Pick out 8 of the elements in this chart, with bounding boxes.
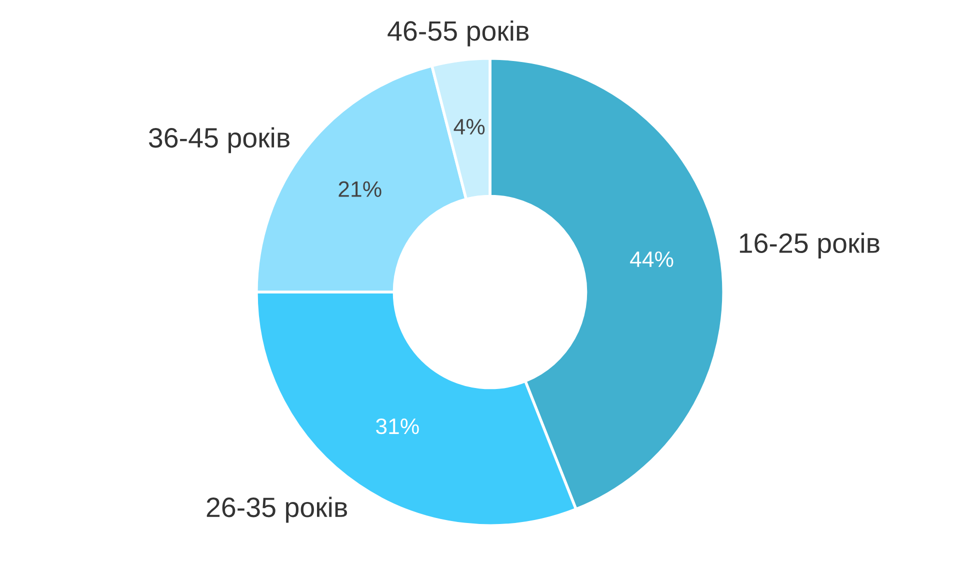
data-label: 31%	[376, 418, 419, 434]
slice-label: 16-25 років	[740, 232, 880, 259]
slice-label: 26-35 років	[206, 496, 347, 523]
slice-label: 46-55 років	[388, 20, 529, 46]
data-label: 44%	[630, 251, 674, 268]
slice-label: 36-45 років	[148, 127, 290, 154]
data-label: 4%	[454, 118, 485, 134]
data-label: 21%	[338, 181, 382, 197]
